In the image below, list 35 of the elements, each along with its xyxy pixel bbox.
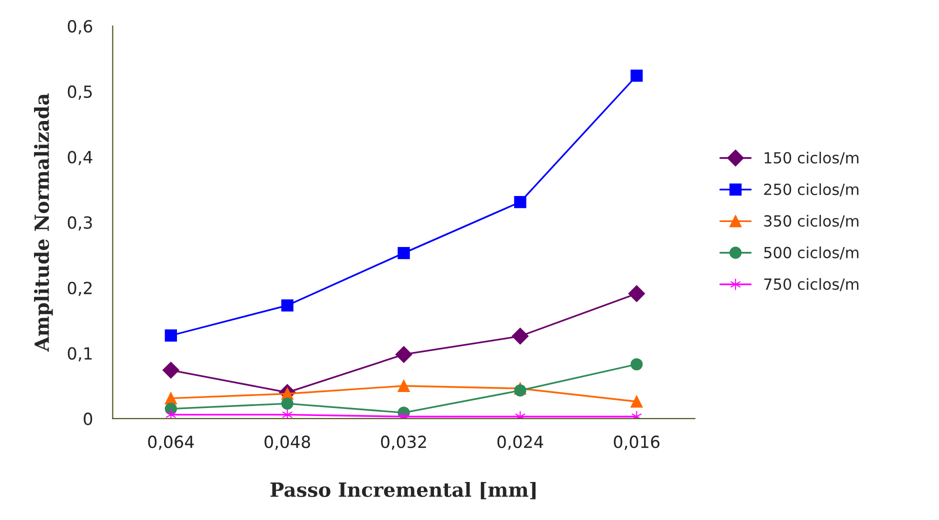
y-tick-label: 0 [84,412,92,426]
point [395,346,412,363]
point [512,328,529,345]
point [281,299,294,312]
x-tick-label: 0,024 [497,436,544,450]
point [166,408,176,419]
point [398,380,410,392]
point [514,384,526,397]
point [630,358,643,370]
legend-label: 750 ciclos/m [764,278,858,292]
x-tick-label: 0,016 [614,436,660,450]
point [281,397,294,410]
y-tick-label: 0,6 [68,20,92,34]
y-axis-title: Amplitude Normalizada [34,93,53,352]
point [628,285,646,302]
y-tick-label: 0,5 [68,85,92,100]
point [630,396,643,408]
point [162,362,180,379]
point [630,70,643,82]
y-tick-label: 0,3 [68,216,92,231]
x-tick-label: 0,048 [264,436,310,450]
x-tick-label: 0,032 [381,436,426,450]
point [398,246,410,260]
legend-label: 250 ciclos/m [764,183,858,196]
x-tick-label: 0,064 [148,436,194,450]
legend-label: 350 ciclos/m [764,214,858,228]
y-tick-label: 0,4 [68,150,92,166]
legend-label: 150 ciclos/m [764,152,858,165]
point [514,196,526,208]
x-axis-title: Passo Incremental [mm] [270,482,536,500]
y-tick-label: 0,2 [68,282,92,296]
y-tick-label: 0,1 [68,347,92,362]
legend-label: 500 ciclos/m [764,246,858,260]
point [164,329,177,342]
point [282,408,293,419]
